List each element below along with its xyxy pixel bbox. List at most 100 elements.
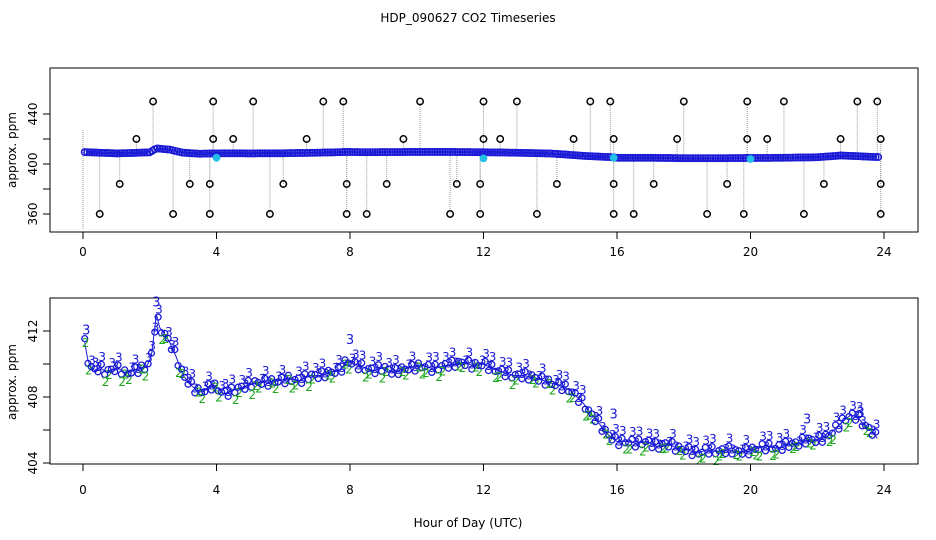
outlier-high xyxy=(339,97,348,106)
series-point xyxy=(364,364,373,373)
series-point xyxy=(811,438,820,447)
top-point xyxy=(716,154,725,163)
code-2-marker: 2 xyxy=(622,442,630,456)
code-2-marker: 2 xyxy=(105,368,113,382)
top-point xyxy=(861,152,870,161)
outlier-mid-low xyxy=(723,180,732,188)
top-point xyxy=(643,153,652,162)
top-point xyxy=(423,148,432,156)
code-3-marker: 3 xyxy=(352,348,360,362)
outlier-mid-low xyxy=(185,180,194,188)
outlier-mid-high xyxy=(132,135,141,143)
top-point xyxy=(804,153,813,162)
top-point xyxy=(371,148,379,157)
code-2-marker: 2 xyxy=(118,375,126,389)
outlier-low xyxy=(609,210,618,218)
top-point xyxy=(766,153,775,162)
outlier-mid-high xyxy=(673,135,682,143)
top-point xyxy=(138,148,147,157)
top-point xyxy=(273,149,282,158)
series-point xyxy=(234,383,242,391)
code-2-marker: 2 xyxy=(329,371,337,385)
top-point xyxy=(851,152,860,161)
series-point xyxy=(698,448,706,456)
top-point xyxy=(188,149,197,158)
code-3-marker: 3 xyxy=(743,433,751,447)
top-point xyxy=(293,149,302,157)
top-point xyxy=(581,152,590,160)
top-point xyxy=(841,151,850,160)
top-point xyxy=(618,153,627,162)
series-point xyxy=(685,443,693,451)
series-point xyxy=(655,445,663,453)
code-3-marker: 3 xyxy=(152,321,160,335)
code-2-marker: 2 xyxy=(252,379,260,393)
top-point xyxy=(503,148,512,157)
series-point xyxy=(588,410,596,418)
top-point xyxy=(724,154,732,163)
series-point xyxy=(124,370,132,378)
code-3-marker: 3 xyxy=(489,350,497,364)
series-point xyxy=(127,369,136,377)
series-point xyxy=(197,388,206,397)
series-point xyxy=(428,368,436,377)
series-point xyxy=(728,450,736,458)
top-point xyxy=(776,153,785,162)
top-point xyxy=(353,148,362,157)
code-2-marker: 2 xyxy=(85,364,93,378)
code-3-marker: 3 xyxy=(182,364,190,378)
bottom-y-axis-label: approx. ppm xyxy=(5,344,19,420)
series-point xyxy=(171,345,179,354)
top-y-tick-label: 400 xyxy=(26,153,40,176)
code-3-marker: 3 xyxy=(155,303,163,317)
top-point xyxy=(586,152,595,161)
series-point xyxy=(594,414,603,423)
code-2-marker: 2 xyxy=(496,370,504,384)
code-3-marker: 3 xyxy=(168,338,176,352)
series-point xyxy=(731,445,740,454)
series-point xyxy=(331,369,339,378)
top-point xyxy=(588,152,597,161)
code-3-marker: 3 xyxy=(152,295,160,310)
code-2-marker: 2 xyxy=(379,372,387,386)
series-point xyxy=(671,447,680,455)
code-2-marker: 2 xyxy=(829,433,837,447)
code-3-marker: 3 xyxy=(225,385,233,399)
code-3-marker: 3 xyxy=(833,411,841,425)
bottom-x-axis: 0 4 8 12 16 20 24 xyxy=(79,463,892,497)
top-point xyxy=(441,148,450,156)
top-point xyxy=(285,149,294,158)
code-2-marker: 2 xyxy=(753,449,761,463)
top-point xyxy=(331,148,339,157)
highlight-point xyxy=(609,153,618,162)
top-point xyxy=(769,153,777,162)
top-point xyxy=(413,148,422,156)
outlier-low xyxy=(205,210,214,218)
series-point xyxy=(851,416,860,424)
code-3-marker: 3 xyxy=(816,421,824,435)
top-point xyxy=(258,149,267,158)
series-point xyxy=(164,334,172,343)
top-point xyxy=(268,149,277,158)
bottom-x-tick-label: 20 xyxy=(743,483,758,497)
top-point xyxy=(446,148,455,156)
top-point xyxy=(225,149,234,158)
top-point xyxy=(521,148,530,157)
top-x-tick-label: 16 xyxy=(609,245,624,259)
top-point xyxy=(203,149,212,158)
top-point xyxy=(103,149,112,157)
series-point xyxy=(344,359,352,367)
top-point xyxy=(491,148,500,157)
code-3-marker: 3 xyxy=(339,361,347,375)
series-point xyxy=(568,388,576,396)
code-3-marker: 3 xyxy=(299,372,307,386)
outlier-mid-low xyxy=(452,180,461,188)
top-point xyxy=(871,153,880,161)
top-point xyxy=(406,148,415,156)
top-point xyxy=(696,154,705,163)
series-point xyxy=(461,361,469,370)
top-point xyxy=(83,148,92,157)
top-point xyxy=(436,148,445,156)
outlier-high xyxy=(209,97,218,106)
code-2-marker: 2 xyxy=(382,365,390,379)
